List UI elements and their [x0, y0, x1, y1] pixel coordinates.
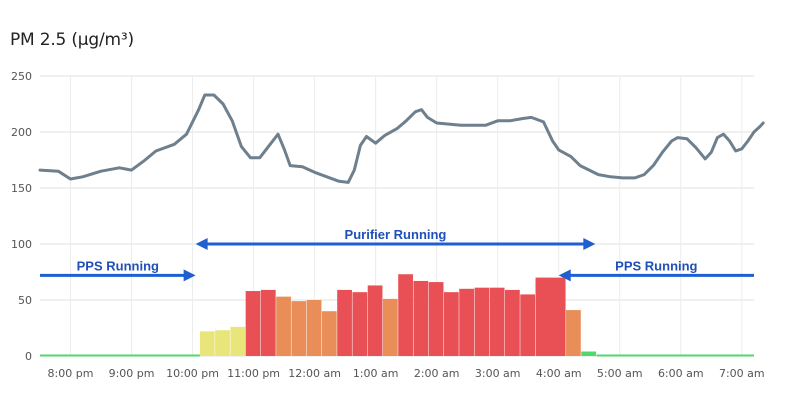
x-tick-label: 3:00 am: [475, 367, 521, 380]
bar: [352, 292, 368, 356]
bar: [489, 287, 505, 356]
bar: [398, 274, 413, 356]
x-tick-label: 4:00 am: [536, 367, 582, 380]
bar: [505, 289, 520, 356]
annotation-label: PPS Running: [77, 258, 159, 273]
x-tick-label: 8:00 pm: [48, 367, 94, 380]
bar: [291, 301, 307, 356]
x-tick-label: 10:00 pm: [166, 367, 219, 380]
bar: [306, 300, 322, 356]
y-tick-label: 0: [25, 350, 32, 363]
bar: [382, 298, 398, 356]
bar: [535, 277, 566, 356]
x-tick-label: 12:00 am: [288, 367, 341, 380]
x-tick-label: 9:00 pm: [109, 367, 155, 380]
x-tick-label: 5:00 am: [597, 367, 643, 380]
bar: [443, 292, 459, 356]
bar: [367, 285, 383, 356]
bar: [566, 310, 581, 356]
pm25-line: [38, 93, 765, 184]
bar: [337, 289, 352, 356]
bar: [215, 330, 230, 356]
arrow-head: [558, 269, 571, 282]
bar: [199, 331, 215, 356]
annotation-label: Purifier Running: [345, 227, 447, 242]
bar: [581, 351, 597, 356]
bar: [321, 311, 337, 356]
arrow-head: [183, 269, 196, 282]
bar: [230, 326, 246, 356]
y-tick-label: 100: [11, 238, 32, 251]
chart-title: PM 2.5 (µg/m³): [10, 30, 134, 50]
line-series: [38, 93, 765, 184]
x-axis-tick-labels: 8:00 pm 9:00 pm 10:00 pm 11:00 pm 12:00 am 1:…: [48, 367, 765, 380]
x-tick-label: 1:00 am: [353, 367, 399, 380]
bar: [276, 296, 291, 356]
bar: [245, 291, 261, 356]
bars: [40, 274, 754, 357]
bar: [260, 289, 276, 356]
y-tick-label: 250: [11, 70, 32, 83]
x-tick-label: 2:00 am: [414, 367, 460, 380]
y-axis-tick-labels: 0 50 100 150 200 250: [11, 70, 32, 363]
arrow-head: [583, 238, 596, 250]
bar: [413, 280, 429, 356]
y-tick-label: 50: [18, 294, 32, 307]
bar: [459, 288, 475, 356]
annotations: Purifier Running PPS Running PPS Running: [40, 227, 754, 282]
bar: [474, 287, 490, 356]
y-tick-label: 200: [11, 126, 32, 139]
annotation-label: PPS Running: [615, 258, 697, 273]
arrow-head: [195, 238, 208, 250]
y-tick-label: 150: [11, 182, 32, 195]
x-tick-label: 6:00 am: [658, 367, 704, 380]
x-tick-label: 11:00 pm: [227, 367, 280, 380]
bar: [520, 294, 536, 356]
bar: [428, 282, 444, 356]
x-tick-label: 7:00 am: [719, 367, 765, 380]
